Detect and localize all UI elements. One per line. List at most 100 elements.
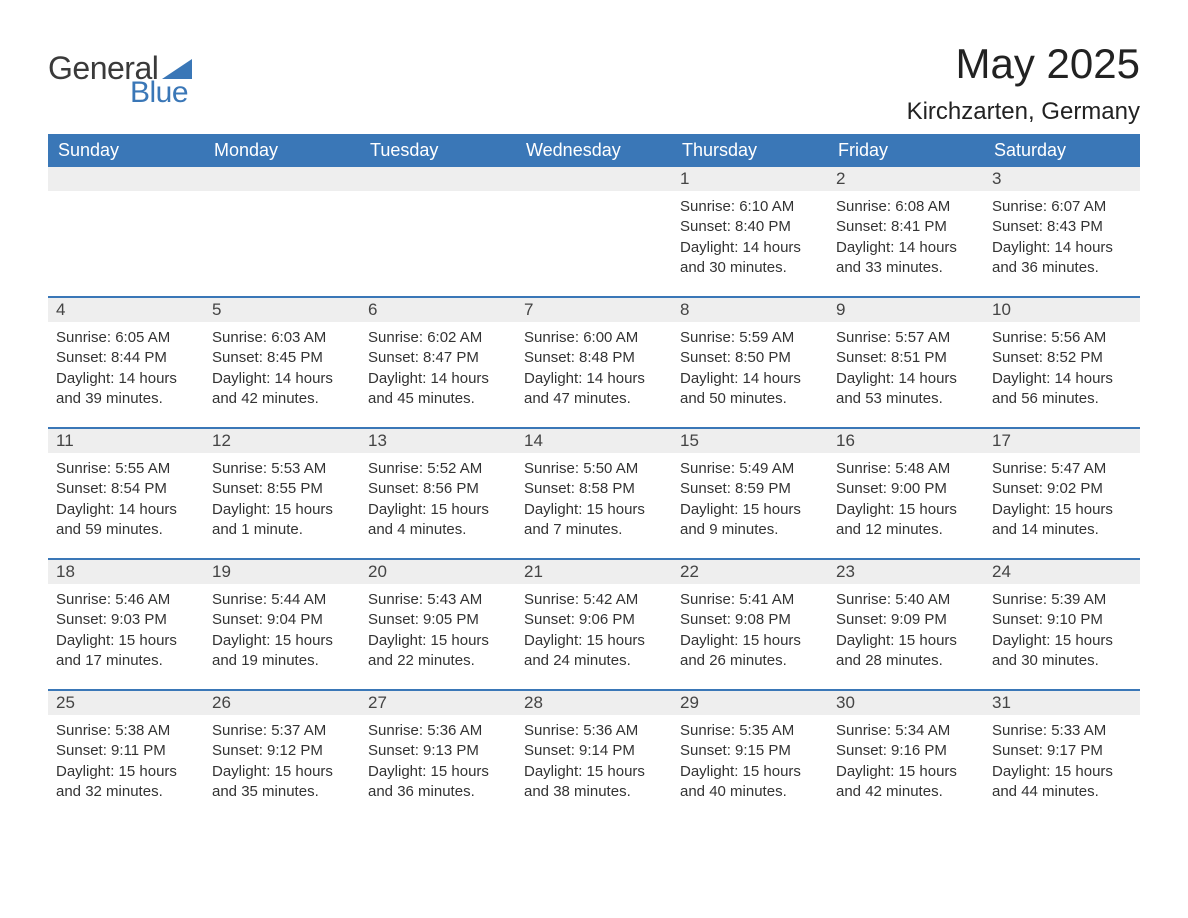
day-cell: 10Sunrise: 5:56 AMSunset: 8:52 PMDayligh… xyxy=(984,298,1140,415)
sunrise-text: Sunrise: 5:36 AM xyxy=(524,721,664,741)
daylight-text: Daylight: 15 hours and 12 minutes. xyxy=(836,500,976,541)
daylight-text: Daylight: 15 hours and 26 minutes. xyxy=(680,631,820,672)
day-body: Sunrise: 5:55 AMSunset: 8:54 PMDaylight:… xyxy=(48,453,204,540)
day-body: Sunrise: 5:40 AMSunset: 9:09 PMDaylight:… xyxy=(828,584,984,671)
day-body: Sunrise: 5:43 AMSunset: 9:05 PMDaylight:… xyxy=(360,584,516,671)
day-body: Sunrise: 5:36 AMSunset: 9:13 PMDaylight:… xyxy=(360,715,516,802)
day-number xyxy=(204,167,360,191)
sunrise-text: Sunrise: 5:41 AM xyxy=(680,590,820,610)
day-body: Sunrise: 5:49 AMSunset: 8:59 PMDaylight:… xyxy=(672,453,828,540)
daylight-text: Daylight: 15 hours and 28 minutes. xyxy=(836,631,976,672)
sunrise-text: Sunrise: 6:07 AM xyxy=(992,197,1132,217)
sunrise-text: Sunrise: 6:05 AM xyxy=(56,328,196,348)
day-number: 20 xyxy=(360,560,516,584)
calendar: SundayMondayTuesdayWednesdayThursdayFrid… xyxy=(48,134,1140,808)
day-cell: 15Sunrise: 5:49 AMSunset: 8:59 PMDayligh… xyxy=(672,429,828,546)
day-cell: 5Sunrise: 6:03 AMSunset: 8:45 PMDaylight… xyxy=(204,298,360,415)
daylight-text: Daylight: 15 hours and 4 minutes. xyxy=(368,500,508,541)
day-cell: 3Sunrise: 6:07 AMSunset: 8:43 PMDaylight… xyxy=(984,167,1140,284)
daylight-text: Daylight: 15 hours and 42 minutes. xyxy=(836,762,976,803)
week-row: 11Sunrise: 5:55 AMSunset: 8:54 PMDayligh… xyxy=(48,427,1140,546)
sunset-text: Sunset: 8:52 PM xyxy=(992,348,1132,368)
brand-logo: General Blue xyxy=(48,52,196,108)
week-row: 18Sunrise: 5:46 AMSunset: 9:03 PMDayligh… xyxy=(48,558,1140,677)
daylight-text: Daylight: 14 hours and 50 minutes. xyxy=(680,369,820,410)
page-title: May 2025 xyxy=(907,40,1140,88)
day-body: Sunrise: 6:05 AMSunset: 8:44 PMDaylight:… xyxy=(48,322,204,409)
day-number: 2 xyxy=(828,167,984,191)
day-number: 15 xyxy=(672,429,828,453)
daylight-text: Daylight: 14 hours and 39 minutes. xyxy=(56,369,196,410)
day-cell: 6Sunrise: 6:02 AMSunset: 8:47 PMDaylight… xyxy=(360,298,516,415)
day-cell: 22Sunrise: 5:41 AMSunset: 9:08 PMDayligh… xyxy=(672,560,828,677)
day-body: Sunrise: 6:10 AMSunset: 8:40 PMDaylight:… xyxy=(672,191,828,278)
day-cell: 4Sunrise: 6:05 AMSunset: 8:44 PMDaylight… xyxy=(48,298,204,415)
dow-cell: Tuesday xyxy=(360,134,516,167)
sunset-text: Sunset: 9:02 PM xyxy=(992,479,1132,499)
daylight-text: Daylight: 14 hours and 42 minutes. xyxy=(212,369,352,410)
day-body: Sunrise: 6:08 AMSunset: 8:41 PMDaylight:… xyxy=(828,191,984,278)
day-body: Sunrise: 5:41 AMSunset: 9:08 PMDaylight:… xyxy=(672,584,828,671)
sunrise-text: Sunrise: 5:55 AM xyxy=(56,459,196,479)
sunrise-text: Sunrise: 6:10 AM xyxy=(680,197,820,217)
daylight-text: Daylight: 15 hours and 24 minutes. xyxy=(524,631,664,672)
header: General Blue May 2025 Kirchzarten, Germa… xyxy=(48,40,1140,126)
day-cell: 30Sunrise: 5:34 AMSunset: 9:16 PMDayligh… xyxy=(828,691,984,808)
day-body: Sunrise: 5:44 AMSunset: 9:04 PMDaylight:… xyxy=(204,584,360,671)
day-body: Sunrise: 5:38 AMSunset: 9:11 PMDaylight:… xyxy=(48,715,204,802)
sunrise-text: Sunrise: 5:47 AM xyxy=(992,459,1132,479)
day-number: 17 xyxy=(984,429,1140,453)
sunrise-text: Sunrise: 5:43 AM xyxy=(368,590,508,610)
sunset-text: Sunset: 9:04 PM xyxy=(212,610,352,630)
week-row: 1Sunrise: 6:10 AMSunset: 8:40 PMDaylight… xyxy=(48,167,1140,284)
daylight-text: Daylight: 15 hours and 9 minutes. xyxy=(680,500,820,541)
sunset-text: Sunset: 9:08 PM xyxy=(680,610,820,630)
day-body: Sunrise: 5:59 AMSunset: 8:50 PMDaylight:… xyxy=(672,322,828,409)
day-cell: 29Sunrise: 5:35 AMSunset: 9:15 PMDayligh… xyxy=(672,691,828,808)
sunrise-text: Sunrise: 5:40 AM xyxy=(836,590,976,610)
sunset-text: Sunset: 8:48 PM xyxy=(524,348,664,368)
daylight-text: Daylight: 14 hours and 53 minutes. xyxy=(836,369,976,410)
daylight-text: Daylight: 15 hours and 22 minutes. xyxy=(368,631,508,672)
sunset-text: Sunset: 9:03 PM xyxy=(56,610,196,630)
day-body: Sunrise: 5:35 AMSunset: 9:15 PMDaylight:… xyxy=(672,715,828,802)
daylight-text: Daylight: 14 hours and 33 minutes. xyxy=(836,238,976,279)
day-body: Sunrise: 6:00 AMSunset: 8:48 PMDaylight:… xyxy=(516,322,672,409)
day-number xyxy=(48,167,204,191)
day-cell: 26Sunrise: 5:37 AMSunset: 9:12 PMDayligh… xyxy=(204,691,360,808)
day-number: 23 xyxy=(828,560,984,584)
sunrise-text: Sunrise: 5:35 AM xyxy=(680,721,820,741)
week-row: 4Sunrise: 6:05 AMSunset: 8:44 PMDaylight… xyxy=(48,296,1140,415)
day-cell: 9Sunrise: 5:57 AMSunset: 8:51 PMDaylight… xyxy=(828,298,984,415)
day-cell: 2Sunrise: 6:08 AMSunset: 8:41 PMDaylight… xyxy=(828,167,984,284)
day-number: 1 xyxy=(672,167,828,191)
sunrise-text: Sunrise: 6:08 AM xyxy=(836,197,976,217)
day-number xyxy=(516,167,672,191)
sunrise-text: Sunrise: 5:42 AM xyxy=(524,590,664,610)
day-cell: 17Sunrise: 5:47 AMSunset: 9:02 PMDayligh… xyxy=(984,429,1140,546)
day-cell: 11Sunrise: 5:55 AMSunset: 8:54 PMDayligh… xyxy=(48,429,204,546)
day-number: 22 xyxy=(672,560,828,584)
dow-cell: Monday xyxy=(204,134,360,167)
day-cell: 18Sunrise: 5:46 AMSunset: 9:03 PMDayligh… xyxy=(48,560,204,677)
dow-cell: Sunday xyxy=(48,134,204,167)
sunset-text: Sunset: 8:50 PM xyxy=(680,348,820,368)
daylight-text: Daylight: 15 hours and 19 minutes. xyxy=(212,631,352,672)
sunset-text: Sunset: 9:13 PM xyxy=(368,741,508,761)
day-body: Sunrise: 5:52 AMSunset: 8:56 PMDaylight:… xyxy=(360,453,516,540)
location: Kirchzarten, Germany xyxy=(907,98,1140,126)
sunrise-text: Sunrise: 5:48 AM xyxy=(836,459,976,479)
sunset-text: Sunset: 8:56 PM xyxy=(368,479,508,499)
day-cell xyxy=(360,167,516,284)
day-number: 28 xyxy=(516,691,672,715)
day-body: Sunrise: 5:50 AMSunset: 8:58 PMDaylight:… xyxy=(516,453,672,540)
day-body: Sunrise: 6:07 AMSunset: 8:43 PMDaylight:… xyxy=(984,191,1140,278)
day-body: Sunrise: 5:46 AMSunset: 9:03 PMDaylight:… xyxy=(48,584,204,671)
day-body: Sunrise: 5:37 AMSunset: 9:12 PMDaylight:… xyxy=(204,715,360,802)
day-cell: 24Sunrise: 5:39 AMSunset: 9:10 PMDayligh… xyxy=(984,560,1140,677)
day-body: Sunrise: 6:03 AMSunset: 8:45 PMDaylight:… xyxy=(204,322,360,409)
day-number: 26 xyxy=(204,691,360,715)
sunrise-text: Sunrise: 5:53 AM xyxy=(212,459,352,479)
sunrise-text: Sunrise: 5:39 AM xyxy=(992,590,1132,610)
sunrise-text: Sunrise: 5:36 AM xyxy=(368,721,508,741)
